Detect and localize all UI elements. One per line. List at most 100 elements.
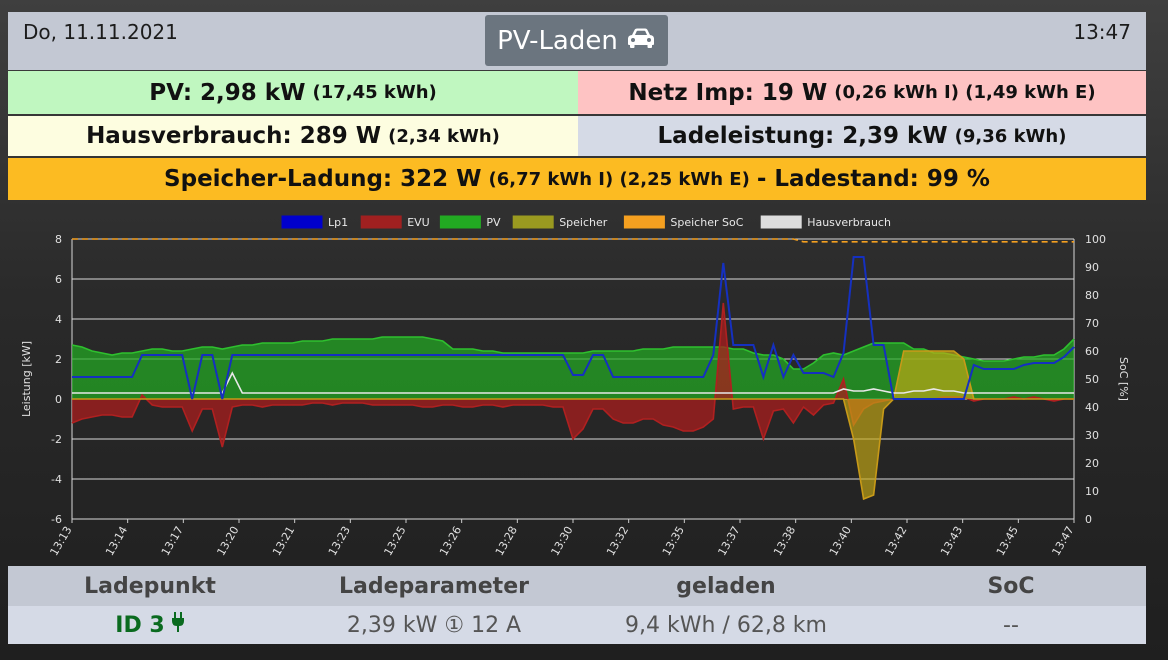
x-tick-label: 13:38: [771, 524, 798, 558]
speicher-series-line: [72, 350, 1074, 501]
legend-swatch: [281, 215, 323, 229]
y-tick-label: 0: [55, 393, 62, 406]
y-tick-label: 2: [55, 353, 62, 366]
battery-energy: (6,77 kWh I) (2,25 kWh E): [488, 168, 750, 190]
x-tick-label: 13:13: [47, 524, 74, 558]
y2-tick-label: 50: [1085, 373, 1099, 386]
charging-energy: (9,36 kWh): [954, 125, 1067, 147]
legend-swatch: [360, 215, 402, 229]
car-icon: [626, 26, 656, 56]
y2-tick-label: 40: [1085, 401, 1099, 414]
legend-swatch: [623, 215, 665, 229]
charging-power: Ladeleistung: 2,39 kW: [657, 123, 948, 149]
charged-amount: 9,4 kWh / 62,8 km: [625, 612, 827, 638]
y2-axis-title: SoC [%]: [1117, 357, 1130, 401]
x-tick-label: 13:42: [882, 524, 909, 558]
charge-mode-label: PV-Laden: [497, 25, 618, 56]
vehicle-soc: --: [1003, 612, 1019, 638]
header-bar: Do, 11.11.2021 PV-Laden 13:47: [8, 12, 1146, 70]
pv-power: PV: 2,98 kW: [149, 79, 306, 106]
plug-icon: [171, 612, 185, 638]
grid-summary: Netz Imp: 19 W (0,26 kWh I) (1,49 kWh E): [578, 71, 1146, 114]
time-display: 13:47: [1073, 20, 1131, 44]
y2-tick-label: 90: [1085, 261, 1099, 274]
battery-summary: Speicher-Ladung: 322 W (6,77 kWh I) (2,2…: [8, 158, 1146, 200]
date-display: Do, 11.11.2021: [23, 20, 178, 44]
grid-energy: (0,26 kWh I) (1,49 kWh E): [834, 82, 1096, 103]
grid-power: Netz Imp: 19 W: [628, 79, 828, 106]
summary-row-1: PV: 2,98 kW (17,45 kWh) Netz Imp: 19 W (…: [8, 71, 1146, 114]
legend-label: Speicher SoC: [670, 216, 743, 229]
y2-tick-label: 80: [1085, 289, 1099, 302]
y2-tick-label: 60: [1085, 345, 1099, 358]
x-tick-label: 13:45: [994, 524, 1021, 558]
charge-point-cell: ID 3: [8, 606, 292, 644]
y2-tick-label: 0: [1085, 513, 1092, 526]
lp1-series-line: [72, 256, 1075, 400]
legend-swatch: [439, 215, 481, 229]
legend-label: Hausverbrauch: [807, 216, 891, 229]
column-header: geladen: [676, 573, 776, 599]
y2-tick-label: 100: [1085, 233, 1106, 246]
legend-swatch: [512, 215, 554, 229]
charging-summary: Ladeleistung: 2,39 kW (9,36 kWh): [578, 116, 1146, 156]
battery-power: Speicher-Ladung: 322 W: [164, 166, 482, 192]
x-tick-label: 13:47: [1049, 524, 1076, 558]
y-tick-label: -2: [51, 433, 62, 446]
y2-tick-label: 70: [1085, 317, 1099, 330]
x-tick-label: 13:43: [938, 524, 965, 558]
y-axis-title: Leistung [kW]: [20, 341, 33, 417]
pv-summary: PV: 2,98 kW (17,45 kWh): [8, 71, 578, 114]
x-tick-label: 13:37: [715, 524, 742, 558]
speicher-area: [72, 351, 1074, 499]
summary-row-2: Hausverbrauch: 289 W (2,34 kWh) Ladeleis…: [8, 116, 1146, 156]
legend-label: PV: [486, 216, 501, 229]
x-tick-label: 13:28: [493, 524, 520, 558]
y-tick-label: 6: [55, 273, 62, 286]
battery-soc: - Ladestand: 99 %: [756, 166, 990, 192]
y-tick-label: 4: [55, 313, 62, 326]
legend-label: Lp1: [328, 216, 348, 229]
pv-area: [72, 337, 1074, 399]
y2-tick-label: 10: [1085, 485, 1099, 498]
charge-params: 2,39 kW ① 12 A: [346, 612, 522, 638]
pv-energy: (17,45 kWh): [312, 82, 437, 103]
x-tick-label: 13:17: [159, 524, 186, 558]
table-header: Ladepunkt Ladeparameter geladen SoC: [8, 566, 1146, 606]
x-tick-label: 13:35: [660, 524, 687, 558]
y-tick-label: -4: [51, 473, 62, 486]
hausverbrauch-series-line: [72, 371, 1074, 394]
column-header: Ladeparameter: [339, 573, 529, 599]
charge-point-name: ID 3: [115, 612, 165, 638]
column-header: SoC: [987, 573, 1035, 599]
y-tick-label: -6: [51, 513, 62, 526]
x-tick-label: 13:32: [604, 524, 631, 558]
x-tick-label: 13:30: [548, 524, 575, 558]
x-tick-label: 13:40: [827, 524, 854, 558]
table-row: ID 3 2,39 kW ① 12 A 9,4 kWh / 62,8 km --: [8, 606, 1146, 644]
charge-mode-button[interactable]: PV-Laden: [485, 15, 668, 66]
x-tick-label: 13:25: [381, 524, 408, 558]
house-power: Hausverbrauch: 289 W: [86, 123, 382, 149]
pv-series-line: [71, 336, 1075, 370]
power-chart[interactable]: -6 -4 -2 0 2 4 6 8 0 10 20 30 40 50 60 70 80 90 100 13:13 13…: [0, 206, 1168, 566]
summary-row-3: Speicher-Ladung: 322 W (6,77 kWh I) (2,2…: [8, 158, 1146, 200]
charge-point-name-button[interactable]: ID 3: [115, 612, 184, 638]
x-tick-label: 13:23: [326, 524, 353, 558]
y2-tick-label: 30: [1085, 429, 1099, 442]
x-tick-label: 13:26: [437, 524, 464, 558]
x-tick-label: 13:14: [103, 524, 130, 558]
legend-label: EVU: [407, 216, 430, 229]
evu-area: [72, 303, 1074, 447]
charge-point-table: Ladepunkt Ladeparameter geladen SoC ID 3…: [8, 566, 1146, 644]
y-tick-label: 8: [55, 233, 62, 246]
y2-tick-label: 20: [1085, 457, 1099, 470]
column-header: Ladepunkt: [84, 573, 216, 599]
house-energy: (2,34 kWh): [388, 125, 500, 147]
x-tick-label: 13:20: [214, 524, 241, 558]
house-summary: Hausverbrauch: 289 W (2,34 kWh): [8, 116, 578, 156]
speicher-soc-series-line: [72, 238, 1074, 243]
x-tick-label: 13:21: [270, 524, 297, 558]
legend-label: Speicher: [559, 216, 608, 229]
